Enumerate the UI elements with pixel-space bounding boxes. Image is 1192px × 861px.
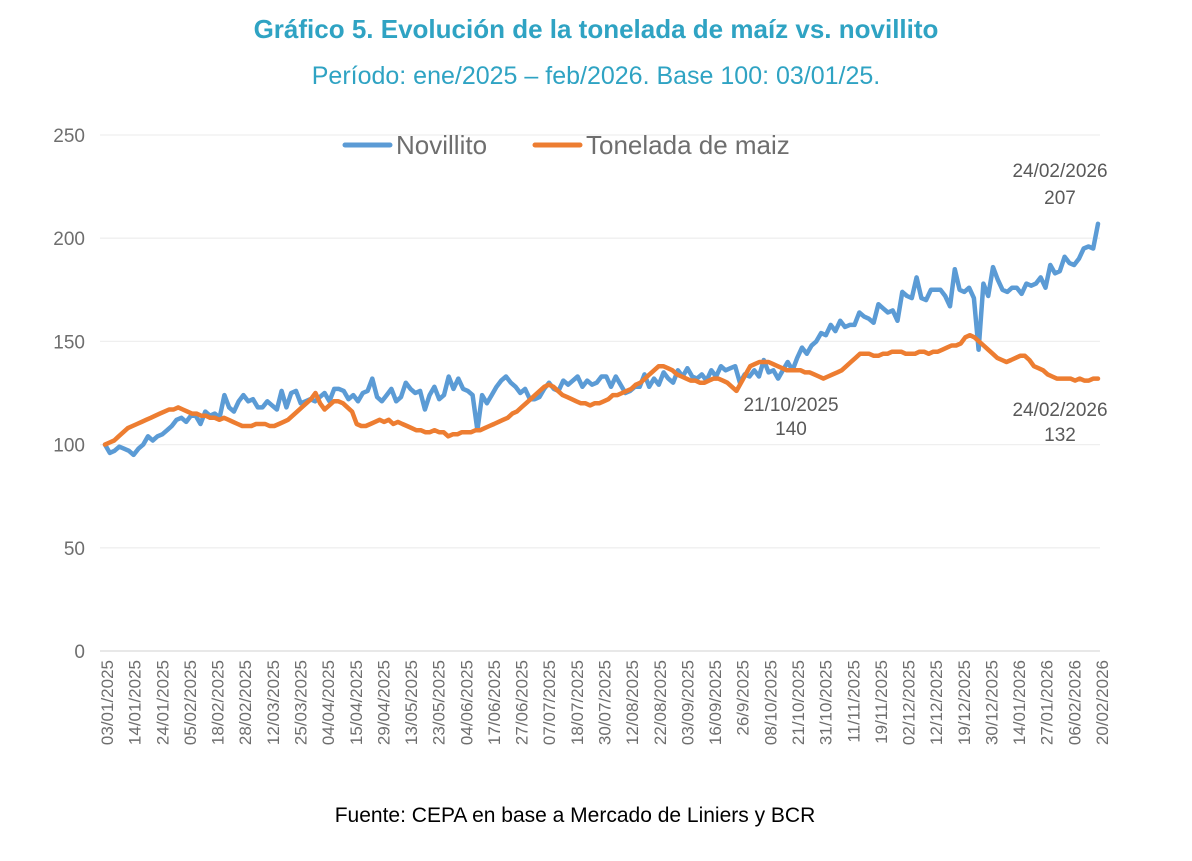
x-tick-label: 17/06/2025 [485,660,504,745]
x-tick-label: 27/06/2025 [513,660,532,745]
x-tick-label: 06/02/2026 [1065,660,1084,745]
series-line-maiz [102,332,1101,447]
y-tick-label: 150 [53,332,85,353]
annotation-maiz-feb-date: 24/02/2026 [1012,400,1107,421]
x-tick-label: 27/01/2026 [1038,660,1057,745]
annotation-maiz-oct-date: 21/10/2025 [743,395,838,416]
x-tick-label: 04/04/2025 [319,660,338,745]
x-tick-label: 08/10/2025 [761,660,780,745]
legend-label-maiz: Tonelada de maiz [586,130,790,160]
x-tick-label: 12/03/2025 [264,660,283,745]
x-tick-label: 28/02/2025 [236,660,255,745]
x-tick-label: 12/12/2025 [927,660,946,745]
series-lines [102,221,1101,458]
x-tick-label: 31/10/2025 [817,660,836,745]
x-tick-label: 25/03/2025 [291,660,310,745]
x-tick-label: 07/07/2025 [540,660,559,745]
chart-source: Fuente: CEPA en base a Mercado de Linier… [334,804,816,827]
x-tick-label: 19/12/2025 [955,660,974,745]
x-tick-label: 18/07/2025 [568,660,587,745]
x-tick-label: 04/06/2025 [457,660,476,745]
x-tick-label: 14/01/2025 [126,660,145,745]
data-annotations: 24/02/2026 207 21/10/2025 140 24/02/2026… [743,161,1107,446]
y-axis: 0 50 100 150 200 250 [53,126,85,663]
x-tick-label: 23/05/2025 [430,660,449,745]
x-tick-label: 12/08/2025 [623,660,642,745]
x-tick-label: 19/11/2025 [872,660,891,744]
x-tick-label: 24/01/2025 [153,660,172,745]
x-tick-label: 21/10/2025 [789,660,808,745]
annotation-novillito-date: 24/02/2026 [1012,161,1107,182]
x-tick-label: 20/02/2026 [1093,660,1112,745]
x-tick-label: 11/11/2025 [844,660,863,743]
x-tick-label: 03/09/2025 [678,660,697,745]
x-tick-label: 26/9/2025 [734,660,753,736]
y-tick-label: 100 [53,436,85,457]
annotation-novillito-value: 207 [1044,188,1076,209]
series-line-novillito [102,221,1101,458]
x-tick-label: 30/07/2025 [596,660,615,745]
chart-subtitle: Período: ene/2025 – feb/2026. Base 100: … [311,62,881,90]
legend: Novillito Tonelada de maiz [342,130,790,160]
x-tick-label: 30/12/2025 [982,660,1001,745]
x-tick-label: 22/08/2025 [651,660,670,745]
y-tick-label: 50 [64,539,85,560]
x-tick-label: 03/01/2025 [98,660,117,745]
x-tick-label: 05/02/2025 [181,660,200,745]
annotation-maiz-oct-value: 140 [775,419,807,440]
x-tick-label: 29/04/2025 [374,660,393,745]
y-tick-label: 0 [74,642,85,663]
x-axis: 03/01/2025 14/01/2025 24/01/2025 05/02/2025… [98,660,1112,745]
y-tick-label: 200 [53,229,85,250]
legend-label-novillito: Novillito [396,130,487,160]
y-tick-label: 250 [53,126,85,147]
grid-lines [100,134,1100,652]
x-tick-label: 15/04/2025 [347,660,366,745]
x-tick-label: 14/01/2026 [1010,660,1029,745]
x-tick-label: 13/05/2025 [402,660,421,745]
chart-title: Gráfico 5. Evolución de la tonelada de m… [253,14,939,44]
x-tick-label: 02/12/2025 [900,660,919,745]
x-tick-label: 18/02/2025 [209,660,228,745]
x-tick-label: 16/09/2025 [706,660,725,745]
annotation-maiz-feb-value: 132 [1044,425,1076,446]
